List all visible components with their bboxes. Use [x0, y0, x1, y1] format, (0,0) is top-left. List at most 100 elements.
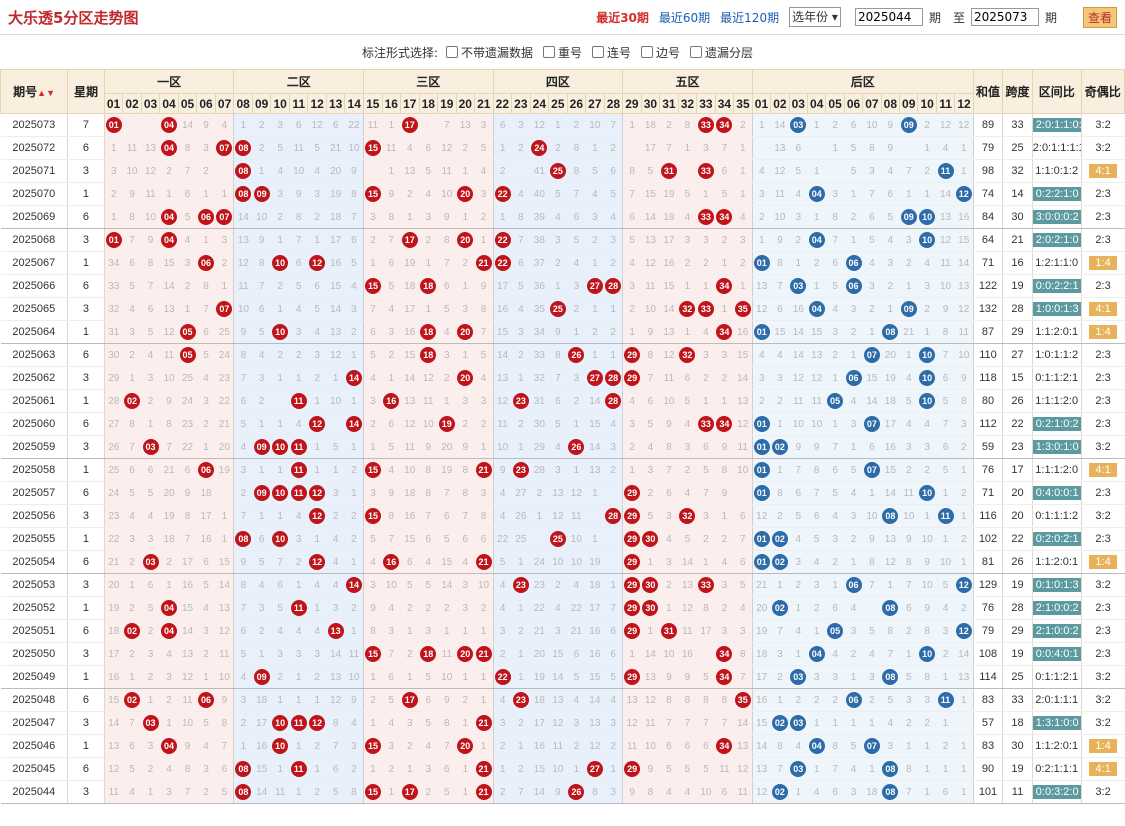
option-edge[interactable]: 边号	[641, 44, 680, 61]
period-link-60[interactable]: 最近60期	[658, 10, 711, 25]
front-miss-cell: 3	[382, 734, 401, 758]
period-link-30[interactable]: 最近30期	[596, 10, 649, 25]
front-miss-cell: 10	[733, 458, 753, 482]
back-miss-cell: 6	[844, 113, 863, 137]
sum-cell: 98	[972, 159, 1003, 183]
span-cell: 25	[1002, 665, 1033, 689]
front-miss-cell: 7	[382, 228, 401, 252]
front-ball-cell: 09	[252, 665, 271, 689]
front-ball: 27	[586, 761, 603, 777]
front-miss-cell: 10	[382, 573, 401, 597]
front-miss-cell: 12	[733, 757, 753, 781]
back-ball-cell: 04	[807, 182, 826, 206]
year-select[interactable]: 选年份 ▾	[789, 7, 841, 27]
table-row: 2025049 1 16 1 2 3 12 1 10 4 09 2 1 2 13 10 1 6 1 5 10 1 1 22 1 1…	[0, 665, 1125, 689]
front-miss-cell: 18	[641, 113, 660, 137]
front-miss-cell: 12	[493, 389, 512, 413]
checkbox-icon[interactable]	[592, 46, 605, 58]
front-miss-cell: 1	[474, 688, 494, 712]
checkbox-icon[interactable]	[690, 46, 703, 58]
front-miss-cell: 20	[104, 573, 123, 597]
front-miss-cell: 5	[363, 527, 382, 551]
front-miss-cell: 2	[270, 665, 290, 689]
back-ball-cell: 12	[954, 619, 974, 643]
front-miss-cell: 4	[307, 573, 327, 597]
front-miss-cell: 1	[456, 343, 475, 367]
front-miss-cell: 7	[437, 113, 456, 137]
front-miss-cell: 13	[493, 366, 512, 390]
period-cell: 2025072	[0, 136, 69, 160]
front-miss-cell: 6	[696, 734, 716, 758]
period-cell: 2025060	[0, 412, 69, 436]
front-miss-cell: 8	[715, 688, 734, 712]
back-miss-cell: 1	[917, 780, 937, 804]
back-ball: 01	[753, 462, 770, 478]
back-miss-cell: 3	[844, 504, 863, 528]
table-row: 2025058 1 25 6 6 21 6 06 19 3 1 1 11 1 1 2 15 4 10 8 19 8 21 9 2…	[0, 458, 1125, 482]
option-repeat[interactable]: 重号	[543, 44, 582, 61]
front-miss-cell: 6	[363, 320, 382, 344]
back-miss-cell: 2	[936, 734, 955, 758]
view-button[interactable]: 查看	[1082, 6, 1117, 28]
back-miss-cell: 5	[789, 159, 808, 183]
front-ball: 33	[697, 416, 714, 432]
front-number-header: 08	[233, 93, 253, 114]
front-miss-cell: 4	[474, 366, 494, 390]
front-ball-cell: 34	[715, 205, 734, 229]
front-miss-cell	[270, 389, 290, 413]
front-miss-cell: 1	[326, 366, 345, 390]
front-miss-cell: 4	[289, 412, 308, 436]
front-miss-cell: 2	[511, 757, 531, 781]
front-miss-cell: 17	[400, 297, 419, 321]
front-miss-cell: 4	[289, 619, 308, 643]
front-miss-cell: 16	[196, 527, 216, 551]
checkbox-icon[interactable]	[641, 46, 654, 58]
period-link-120[interactable]: 最近120期	[720, 10, 780, 25]
checkbox-icon[interactable]	[543, 46, 555, 58]
front-miss-cell: 11	[270, 780, 290, 804]
checkbox-icon[interactable]	[445, 46, 458, 58]
front-miss-cell: 5	[419, 665, 438, 689]
front-miss-cell: 8	[233, 343, 253, 367]
from-period-input[interactable]	[854, 8, 923, 26]
odd-even-value: 2:3	[1095, 372, 1111, 384]
front-miss-cell: 4	[326, 527, 345, 551]
option-layer[interactable]: 遗漏分层	[690, 44, 753, 61]
front-ball: 09	[253, 669, 270, 685]
sort-caret-icon[interactable]: ▲▼	[37, 88, 55, 98]
front-miss-cell: 5	[604, 665, 624, 689]
back-ball-cell: 06	[844, 251, 863, 275]
front-miss-cell: 1	[122, 665, 142, 689]
front-miss-cell: 4	[733, 205, 753, 229]
front-ball: 34	[716, 416, 733, 432]
period-cell: 2025050	[0, 642, 69, 666]
front-miss-cell: 1	[289, 366, 308, 390]
front-miss-cell: 2	[178, 274, 197, 298]
front-miss-cell: 12	[530, 113, 549, 137]
option-label: 连号	[607, 45, 632, 60]
front-ball: 25	[549, 531, 566, 547]
front-ball: 02	[124, 393, 141, 409]
back-ball-cell: 10	[917, 366, 937, 390]
span-cell: 19	[1002, 573, 1033, 597]
front-miss-cell: 1	[326, 458, 345, 482]
back-ball-cell: 02	[770, 711, 790, 735]
back-miss-cell: 1	[917, 757, 937, 781]
front-miss-cell	[215, 481, 235, 505]
option-no-missing[interactable]: 不带遗漏数据	[445, 44, 533, 61]
back-number-header: 12	[954, 93, 974, 114]
front-miss-cell: 1	[270, 504, 290, 528]
to-period-input[interactable]	[970, 8, 1039, 26]
front-miss-cell: 8	[344, 780, 364, 804]
option-consecutive[interactable]: 连号	[592, 44, 631, 61]
front-miss-cell: 3	[437, 343, 456, 367]
front-miss-cell: 6	[122, 251, 142, 275]
front-miss-cell: 8	[474, 504, 494, 528]
back-miss-cell: 3	[844, 412, 863, 436]
front-miss-cell: 3	[567, 366, 586, 390]
front-miss-cell: 8	[159, 412, 179, 436]
back-ball-cell: 02	[770, 550, 790, 574]
col-period-header[interactable]: 期号▲▼	[0, 69, 69, 114]
week-cell: 3	[67, 228, 105, 252]
front-miss-cell: 6	[733, 550, 753, 574]
